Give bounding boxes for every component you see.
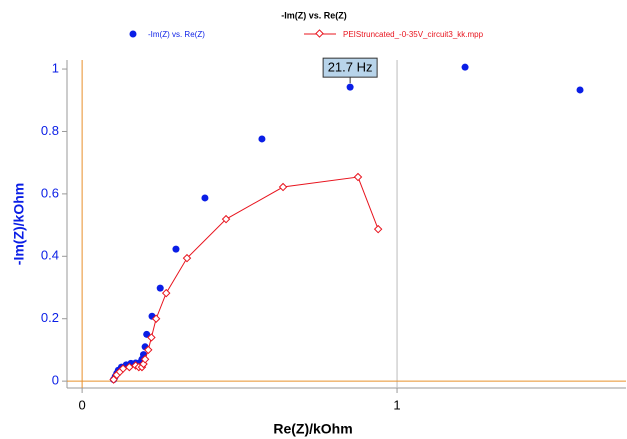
y-tick-label: 1 xyxy=(52,60,59,75)
annotation-label: 21.7 Hz xyxy=(328,60,373,75)
y-tick-label: 0.2 xyxy=(41,310,59,325)
x-axis-label: Re(Z)/kOhm xyxy=(273,421,352,437)
y-tick-label: 0.6 xyxy=(41,185,59,200)
data-point xyxy=(172,245,180,253)
data-point xyxy=(182,253,192,263)
data-point xyxy=(373,224,383,234)
y-axis-label: -Im(Z)/kOhm xyxy=(11,183,27,265)
data-point xyxy=(140,355,150,364)
x-tick-label: 1 xyxy=(393,397,400,412)
legend-label: PEIStruncated_-0-35V_circuit3_kk.mpp xyxy=(343,30,484,39)
chart-title: -Im(Z) vs. Re(Z) xyxy=(281,10,347,20)
x-tick-label: 0 xyxy=(78,397,85,412)
data-point xyxy=(147,333,156,342)
data-point xyxy=(576,86,584,94)
annotation-box xyxy=(322,57,378,78)
data-point xyxy=(221,214,231,224)
data-point xyxy=(258,135,266,143)
series-line xyxy=(113,176,379,380)
data-point xyxy=(201,194,209,202)
data-point xyxy=(353,172,363,182)
data-point xyxy=(109,375,118,384)
data-point xyxy=(156,284,164,292)
data-point xyxy=(151,314,161,323)
data-point xyxy=(278,182,288,192)
data-point xyxy=(161,288,171,298)
y-tick-label: 0 xyxy=(52,373,59,388)
data-point xyxy=(118,364,128,373)
data-point xyxy=(461,63,469,71)
y-tick-label: 0.8 xyxy=(41,123,59,138)
legend-marker xyxy=(129,30,137,38)
legend-marker xyxy=(315,29,324,38)
y-tick-label: 0.4 xyxy=(41,248,59,263)
data-point xyxy=(346,83,354,91)
data-point xyxy=(125,362,134,372)
data-point xyxy=(144,345,153,355)
legend: -Im(Z) vs. Re(Z) PEIStruncated_-0-35V_ci… xyxy=(129,29,484,39)
legend-label: -Im(Z) vs. Re(Z) xyxy=(148,30,205,39)
data-point xyxy=(143,330,151,338)
